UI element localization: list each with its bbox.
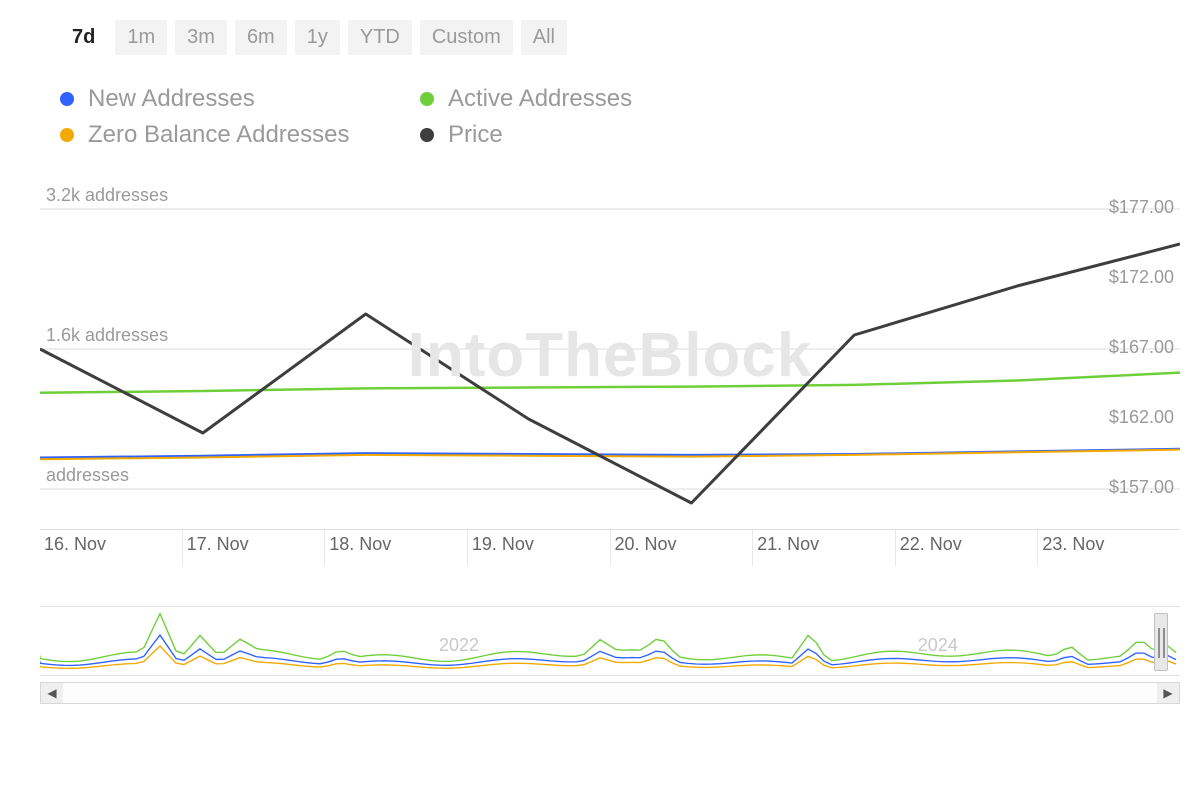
range-custom[interactable]: Custom bbox=[420, 20, 513, 55]
x-tick: 20. Nov bbox=[611, 530, 754, 566]
range-all[interactable]: All bbox=[521, 20, 567, 55]
x-tick: 16. Nov bbox=[40, 530, 183, 566]
x-tick: 21. Nov bbox=[753, 530, 896, 566]
legend: New Addresses Active Addresses Zero Balanc… bbox=[10, 85, 1190, 149]
legend-dot-icon bbox=[420, 128, 434, 142]
x-axis: 16. Nov17. Nov18. Nov19. Nov20. Nov21. N… bbox=[40, 529, 1180, 566]
legend-label: Active Addresses bbox=[448, 85, 632, 113]
legend-grid: New Addresses Active Addresses Zero Balanc… bbox=[60, 85, 1190, 149]
navigator-year-label: 2022 bbox=[439, 635, 479, 656]
y-left-label: addresses bbox=[46, 465, 129, 486]
legend-item-price[interactable]: Price bbox=[420, 121, 760, 149]
legend-dot-icon bbox=[60, 128, 74, 142]
main-chart: IntoTheBlock addresses1.6k addresses3.2k… bbox=[40, 189, 1180, 529]
y-left-label: 1.6k addresses bbox=[46, 325, 168, 346]
legend-item-zero-balance-addresses[interactable]: Zero Balance Addresses bbox=[60, 121, 400, 149]
chart-svg bbox=[40, 189, 1180, 529]
navigator-handle[interactable] bbox=[1154, 613, 1168, 671]
x-tick: 22. Nov bbox=[896, 530, 1039, 566]
legend-label: Zero Balance Addresses bbox=[88, 121, 349, 149]
y-right-label: $157.00 bbox=[1109, 477, 1174, 498]
y-right-label: $162.00 bbox=[1109, 407, 1174, 428]
navigator-chart[interactable]: 2022 2024 bbox=[40, 606, 1180, 676]
legend-label: New Addresses bbox=[88, 85, 255, 113]
legend-label: Price bbox=[448, 121, 503, 149]
scroll-track[interactable] bbox=[63, 683, 1157, 703]
navigator-scrollbar: ◀ ▶ bbox=[40, 682, 1180, 704]
range-1y[interactable]: 1y bbox=[295, 20, 340, 55]
legend-item-active-addresses[interactable]: Active Addresses bbox=[420, 85, 760, 113]
x-tick: 19. Nov bbox=[468, 530, 611, 566]
x-tick: 23. Nov bbox=[1038, 530, 1180, 566]
range-ytd[interactable]: YTD bbox=[348, 20, 412, 55]
range-7d[interactable]: 7d bbox=[60, 20, 107, 55]
scroll-right-button[interactable]: ▶ bbox=[1157, 683, 1179, 703]
x-tick: 17. Nov bbox=[183, 530, 326, 566]
range-1m[interactable]: 1m bbox=[115, 20, 167, 55]
range-6m[interactable]: 6m bbox=[235, 20, 287, 55]
navigator-svg bbox=[40, 607, 1180, 675]
navigator-year-label: 2024 bbox=[918, 635, 958, 656]
range-3m[interactable]: 3m bbox=[175, 20, 227, 55]
y-right-label: $167.00 bbox=[1109, 337, 1174, 358]
y-right-label: $177.00 bbox=[1109, 197, 1174, 218]
y-left-label: 3.2k addresses bbox=[46, 185, 168, 206]
scroll-left-button[interactable]: ◀ bbox=[41, 683, 63, 703]
navigator: 2022 2024 ◀ ▶ bbox=[40, 606, 1180, 706]
y-right-label: $172.00 bbox=[1109, 267, 1174, 288]
legend-item-new-addresses[interactable]: New Addresses bbox=[60, 85, 400, 113]
legend-dot-icon bbox=[60, 92, 74, 106]
range-selector: 7d1m3m6m1yYTDCustomAll bbox=[10, 20, 1190, 55]
legend-dot-icon bbox=[420, 92, 434, 106]
x-tick: 18. Nov bbox=[325, 530, 468, 566]
